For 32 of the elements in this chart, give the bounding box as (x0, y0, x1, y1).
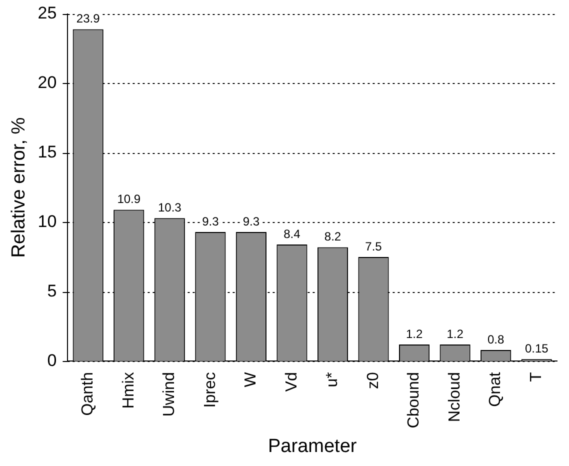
data-label: 9.3 (202, 214, 220, 228)
x-tick-label: z0 (364, 372, 382, 390)
x-tick-label: Hmix (120, 372, 138, 409)
data-label: 9.3 (242, 214, 260, 228)
x-tick-label: Qanth (80, 372, 97, 416)
y-tick-label: 5 (47, 281, 57, 300)
y-tick-label: 15 (38, 142, 57, 162)
x-tick-label: Uwind (161, 372, 178, 417)
y-tick-label: 25 (38, 4, 57, 23)
data-label: 7.5 (365, 239, 382, 254)
data-label: 10.3 (158, 200, 182, 214)
data-label: 8.4 (284, 226, 301, 241)
data-label: 1.2 (406, 326, 423, 341)
data-label: 0.15 (524, 341, 549, 356)
x-tick-label: Qnat (487, 372, 504, 407)
x-tick-label: Vd (283, 372, 300, 392)
x-axis-title: Parameter (268, 436, 358, 457)
y-tick-label: 0 (47, 350, 57, 370)
x-tick-label: T (528, 372, 546, 382)
y-tick-label: 10 (38, 212, 57, 231)
data-label: 8.2 (324, 230, 342, 244)
data-label: 10.9 (117, 192, 141, 206)
data-label: 1.2 (446, 326, 464, 341)
data-label: 0.8 (487, 332, 505, 346)
data-label: 23.9 (76, 12, 100, 26)
y-axis-title: Relative error, % (8, 117, 30, 258)
x-tick-label: u* (324, 372, 342, 388)
x-tick-label: W (242, 371, 260, 388)
x-tick-label: Ncloud (446, 372, 464, 422)
x-tick-label: Iprec (202, 372, 219, 408)
y-tick-label: 20 (38, 73, 57, 92)
x-tick-label: Cbound (406, 372, 423, 428)
